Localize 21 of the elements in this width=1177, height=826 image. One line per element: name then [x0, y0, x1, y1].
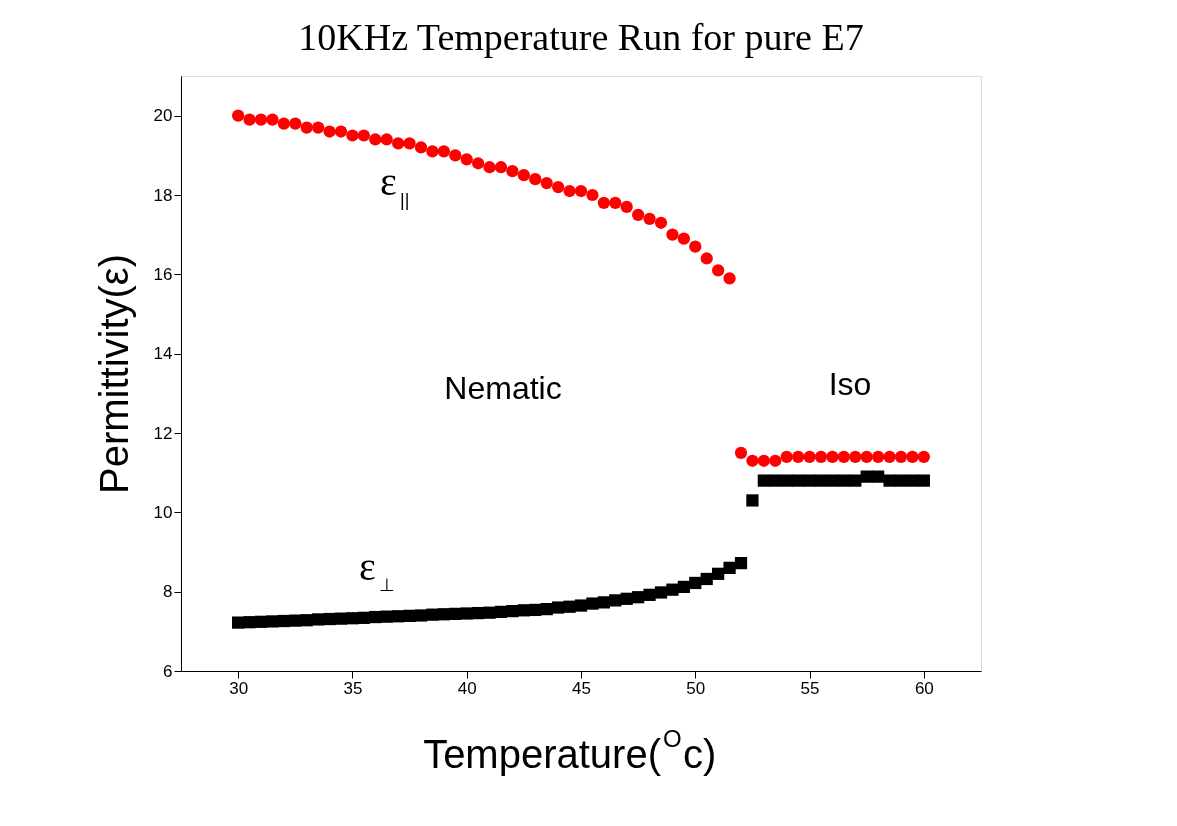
x-tick-label: 60: [914, 678, 934, 698]
y-tick-label: 14: [153, 344, 173, 364]
annotation: Iso: [828, 366, 872, 402]
annotation: Nematic: [444, 370, 562, 406]
y-tick-label: 6: [163, 661, 173, 681]
x-tick-label: 55: [800, 678, 820, 698]
x-tick-label: 50: [686, 678, 706, 698]
y-tick-label: 12: [153, 423, 173, 443]
y-tick-label: 20: [153, 106, 173, 126]
y-tick-label: 8: [163, 582, 173, 602]
x-tick-label: 35: [343, 678, 363, 698]
y-axis-title: Permittivity(ε): [91, 253, 136, 495]
x-tick-label: 45: [572, 678, 591, 698]
y-tick-label: 10: [153, 502, 173, 522]
y-tick-label: 16: [153, 264, 173, 284]
x-tick-label: 30: [229, 678, 249, 698]
annotation: ε⊥: [359, 544, 395, 595]
annotation: ε||: [380, 159, 410, 210]
x-tick-label: 40: [457, 678, 477, 698]
y-tick-label: 18: [153, 185, 173, 205]
chart-title: 10KHz Temperature Run for pure E7: [298, 16, 864, 58]
